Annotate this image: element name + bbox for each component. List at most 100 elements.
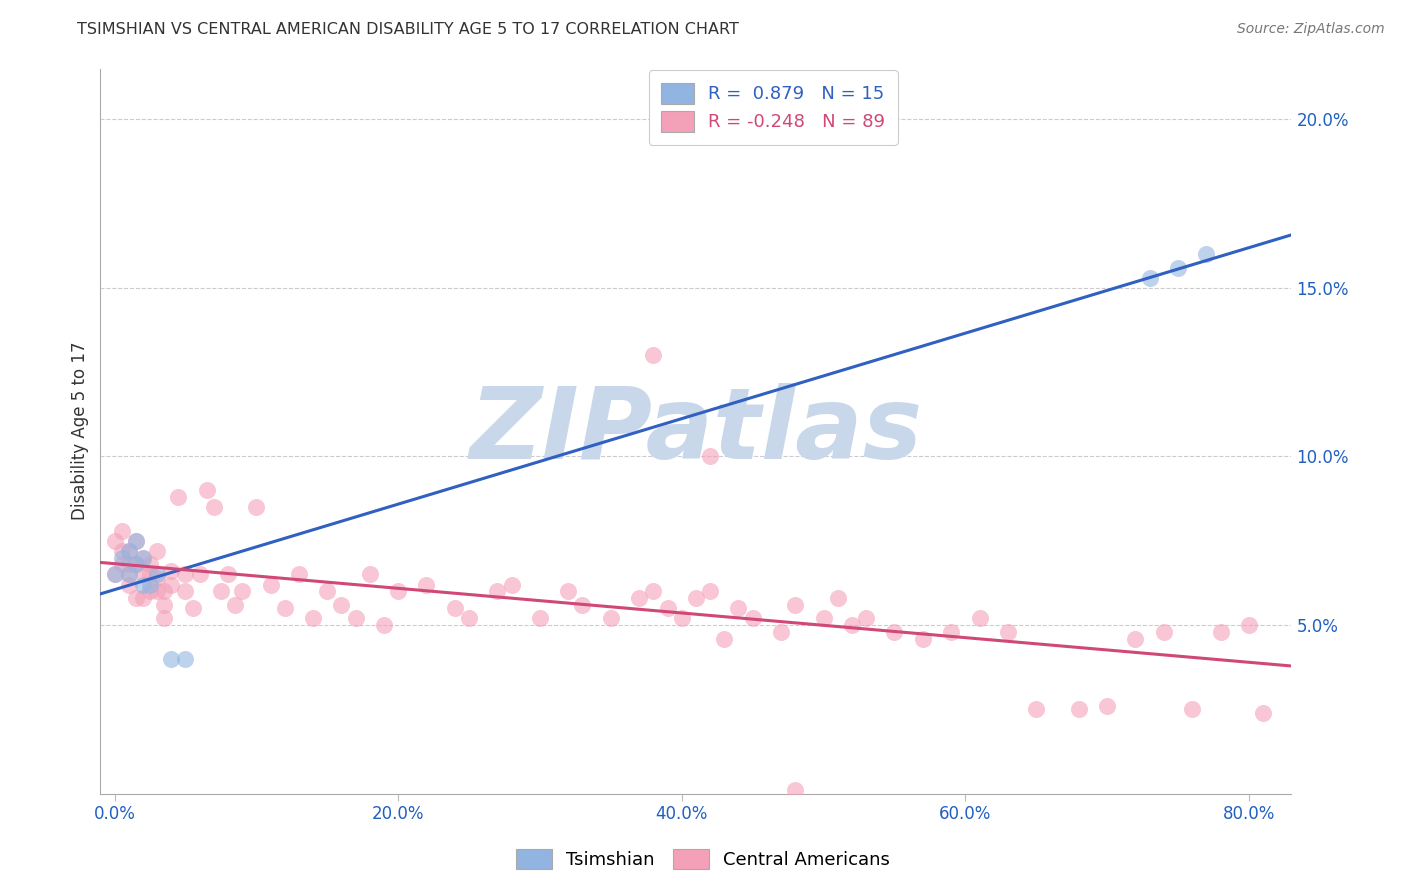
Point (997, 624, 1019, 639)
Point (1067, 702, 1090, 716)
Point (245, 500, 267, 514)
Point (1237, 618, 1260, 632)
Point (557, 584, 579, 599)
Point (699, 450, 721, 464)
Point (111, 550, 134, 565)
Point (125, 533, 148, 548)
Point (209, 584, 232, 599)
Point (302, 611, 325, 625)
Point (316, 584, 339, 599)
Point (827, 591, 849, 605)
Point (1025, 702, 1047, 716)
Point (458, 611, 481, 625)
Point (146, 571, 169, 585)
Point (288, 567, 311, 582)
Point (1167, 260, 1189, 275)
Point (118, 558, 141, 572)
Point (571, 598, 593, 612)
Point (1181, 702, 1204, 716)
Point (111, 558, 134, 572)
Point (125, 591, 148, 605)
Point (103, 567, 125, 582)
Point (139, 558, 162, 572)
Point (174, 584, 197, 599)
Point (174, 567, 197, 582)
Point (727, 601, 749, 615)
Point (883, 624, 905, 639)
Point (111, 524, 134, 538)
Point (118, 544, 141, 558)
Point (741, 611, 763, 625)
Point (139, 584, 162, 599)
Point (813, 611, 835, 625)
Point (273, 601, 295, 615)
Point (529, 611, 551, 625)
Point (181, 601, 204, 615)
Point (103, 567, 125, 582)
Point (599, 611, 621, 625)
Point (1139, 270, 1161, 285)
Point (202, 500, 225, 514)
Point (132, 577, 155, 591)
Point (139, 567, 162, 582)
Point (387, 584, 409, 599)
Point (125, 558, 148, 572)
Point (911, 632, 934, 646)
Point (146, 544, 169, 558)
Point (103, 533, 125, 548)
Point (344, 611, 367, 625)
Point (501, 577, 523, 591)
Text: Source: ZipAtlas.com: Source: ZipAtlas.com (1237, 22, 1385, 37)
Point (188, 567, 211, 582)
Point (259, 577, 281, 591)
Point (160, 652, 183, 666)
Point (785, 783, 807, 797)
Point (217, 567, 239, 582)
Y-axis label: Disability Age 5 to 17: Disability Age 5 to 17 (72, 342, 89, 520)
Point (1153, 624, 1175, 639)
Point (174, 652, 197, 666)
Point (769, 624, 792, 639)
Point (132, 550, 155, 565)
Point (125, 558, 148, 572)
Point (657, 601, 679, 615)
Point (153, 598, 176, 612)
Point (160, 564, 183, 578)
Point (118, 567, 141, 582)
Point (699, 584, 721, 599)
Point (373, 618, 395, 632)
Point (231, 584, 253, 599)
Point (359, 567, 381, 582)
Point (160, 577, 183, 591)
Point (132, 550, 155, 565)
Point (685, 591, 707, 605)
Point (153, 611, 176, 625)
Point (118, 577, 141, 591)
Point (1251, 706, 1274, 720)
Point (195, 483, 218, 497)
Point (713, 632, 735, 646)
Point (118, 544, 141, 558)
Point (132, 591, 155, 605)
Point (1209, 624, 1232, 639)
Point (415, 577, 437, 591)
Point (224, 598, 246, 612)
Legend: R =  0.879   N = 15, R = -0.248   N = 89: R = 0.879 N = 15, R = -0.248 N = 89 (648, 70, 898, 145)
Point (841, 618, 863, 632)
Point (444, 601, 467, 615)
Point (330, 598, 353, 612)
Point (969, 611, 991, 625)
Point (132, 567, 155, 582)
Point (167, 490, 190, 504)
Point (1125, 632, 1147, 646)
Legend: Tsimshian, Central Americans: Tsimshian, Central Americans (506, 839, 900, 879)
Point (1195, 247, 1218, 261)
Point (118, 567, 141, 582)
Point (153, 584, 176, 599)
Text: ZIPatlas: ZIPatlas (470, 383, 922, 480)
Point (939, 624, 962, 639)
Point (643, 348, 665, 362)
Point (643, 584, 665, 599)
Point (111, 544, 134, 558)
Point (125, 533, 148, 548)
